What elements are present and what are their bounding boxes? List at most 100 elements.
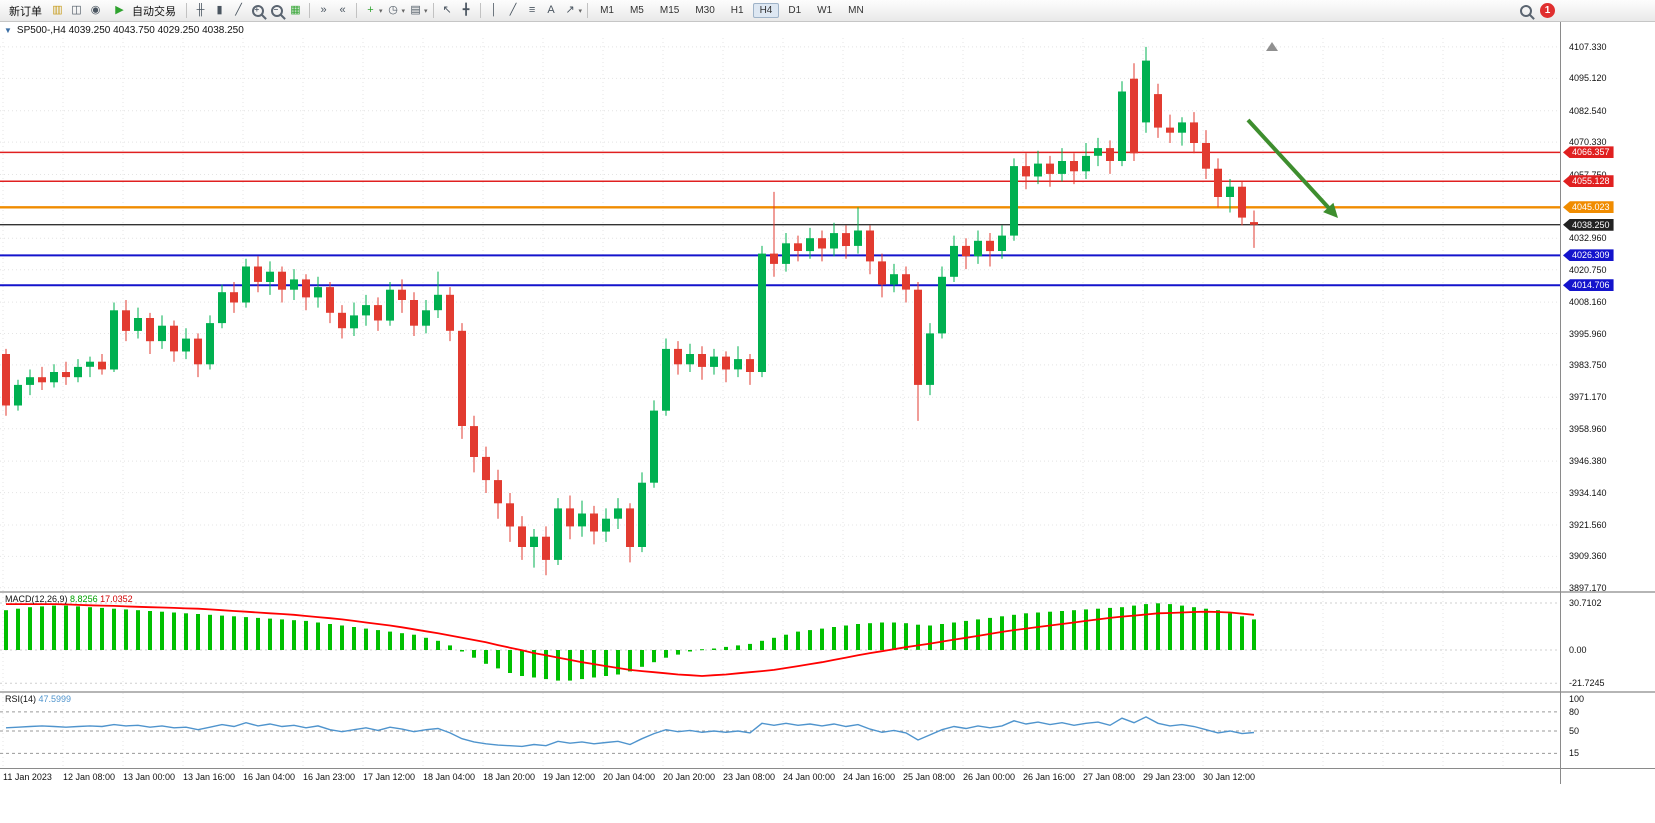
vertical-line-tool-icon[interactable]: │	[490, 4, 498, 16]
macd-panel[interactable]	[0, 593, 1560, 691]
templates-dropdown-icon[interactable]: ▾	[424, 7, 428, 15]
charts-icon[interactable]: ▥	[52, 4, 63, 16]
macd-histogram-bar	[964, 620, 968, 650]
timeframe-m15[interactable]: M15	[659, 5, 680, 16]
candle	[974, 240, 982, 257]
timeframe-m5[interactable]: M5	[629, 5, 644, 16]
profiles-icon[interactable]: ◫	[71, 4, 82, 16]
time-axis[interactable]: 11 Jan 2023 12 Jan 08:00 13 Jan 00:00 13 Ja…	[0, 769, 1560, 791]
main-price-chart[interactable]	[0, 38, 1560, 591]
candle	[926, 333, 934, 385]
candle	[1070, 161, 1078, 172]
timeframe-h4[interactable]: H4	[752, 3, 780, 18]
macd-histogram-bar	[364, 628, 368, 650]
text-tool-icon[interactable]: A	[547, 4, 555, 16]
macd-histogram-bar	[568, 650, 572, 681]
time-axis-label: 20 Jan 20:00	[663, 772, 716, 782]
macd-histogram-bar	[1240, 616, 1244, 650]
candle	[1190, 122, 1198, 143]
notification-badge[interactable]: 1	[1540, 3, 1555, 18]
panel-separator-rsi[interactable]	[0, 691, 1655, 693]
price-axis[interactable]: 4107.330 4095.120 4082.540 4070.330 4057.750…	[1561, 38, 1655, 593]
toolbar-separator	[186, 3, 187, 18]
timeframe-m30[interactable]: M30	[695, 5, 715, 16]
trend-arrow[interactable]	[1246, 118, 1333, 212]
price-level-badge: 4045.023	[1563, 201, 1614, 214]
candle	[1238, 186, 1246, 218]
periods-icon[interactable]: ◷	[388, 4, 398, 16]
timeframe-m1[interactable]: M1	[600, 5, 614, 16]
autotrade-button[interactable]: ▶ 自动交易	[106, 2, 181, 20]
periods-dropdown-icon[interactable]: ▾	[401, 7, 406, 15]
macd-histogram-bar	[496, 650, 500, 669]
macd-histogram-bar	[916, 624, 920, 650]
signals-icon[interactable]: ◉	[90, 4, 101, 16]
macd-histogram-bar	[880, 622, 884, 650]
macd-histogram-bar	[1120, 607, 1124, 650]
timeframe-d1[interactable]: D1	[788, 5, 802, 16]
candle	[410, 300, 418, 326]
macd-histogram-bar	[412, 634, 416, 650]
price-axis-label: 4020.750	[1569, 264, 1607, 275]
time-axis-label: 24 Jan 16:00	[843, 772, 896, 782]
zoom-out-icon[interactable]: −	[268, 2, 285, 20]
macd-histogram-bar	[1048, 611, 1052, 650]
macd-histogram-bar	[268, 618, 272, 650]
timeframe-h1[interactable]: H1	[730, 5, 744, 16]
candlestick-chart-icon[interactable]: ▮	[216, 4, 223, 16]
candle	[1178, 122, 1186, 133]
cursor-icon[interactable]: ↖	[442, 4, 452, 16]
macd-histogram-bar	[1084, 609, 1088, 650]
ohlc-bars-icon[interactable]: ╫	[196, 4, 205, 16]
line-chart-icon[interactable]: ╱	[235, 4, 242, 16]
zoom-in-icon[interactable]: +	[249, 2, 266, 20]
time-axis-label: 18 Jan 04:00	[423, 772, 476, 782]
candle	[866, 230, 874, 262]
candle	[986, 240, 994, 252]
candle	[542, 536, 550, 560]
candle	[242, 266, 250, 303]
candle	[290, 279, 298, 290]
auto-scroll-icon[interactable]: »	[320, 4, 327, 16]
candle	[938, 276, 946, 334]
one-click-expander-icon[interactable]: ▼	[4, 25, 12, 35]
candle	[2, 354, 10, 406]
rsi-panel[interactable]	[0, 693, 1560, 768]
panel-separator-macd[interactable]	[0, 591, 1655, 593]
macd-histogram-bar	[1012, 614, 1016, 650]
chart-shift-icon[interactable]: «	[339, 4, 346, 16]
crosshair-icon[interactable]: ╋	[462, 4, 470, 16]
time-axis-label: 26 Jan 16:00	[1023, 772, 1076, 782]
trend-arrow-head	[1323, 202, 1338, 218]
candle	[134, 318, 142, 331]
timeframe-w1[interactable]: W1	[817, 5, 833, 16]
templates-icon[interactable]: ▤	[410, 4, 421, 16]
trendline-tool-icon[interactable]: ╱	[509, 4, 517, 16]
tile-windows-icon[interactable]: ▦	[290, 4, 301, 16]
macd-histogram-bar	[148, 611, 152, 650]
candle	[614, 508, 622, 519]
shapes-dropdown-icon[interactable]: ▾	[578, 7, 583, 15]
macd-histogram-bar	[928, 625, 932, 650]
macd-histogram-bar	[340, 625, 344, 650]
timeframe-mn[interactable]: MN	[848, 5, 864, 16]
indicators-icon[interactable]: +	[367, 4, 374, 16]
candle	[770, 253, 778, 264]
search-icon[interactable]	[1517, 2, 1534, 20]
indicators-dropdown-icon[interactable]: ▾	[379, 7, 383, 15]
macd-histogram-bar	[892, 622, 896, 650]
macd-histogram-bar	[736, 645, 740, 650]
macd-histogram-bar	[436, 640, 440, 650]
shapes-arrow-tool-icon[interactable]: ↗	[565, 4, 575, 16]
new-order-button[interactable]: 新订单	[4, 2, 47, 20]
macd-histogram-bar	[1024, 613, 1028, 650]
candle	[338, 312, 346, 329]
macd-histogram-bar	[424, 637, 428, 650]
candle	[854, 230, 862, 246]
candle	[1082, 155, 1090, 172]
fibonacci-tool-icon[interactable]: ≡	[528, 4, 536, 16]
macd-histogram-bar	[328, 624, 332, 650]
time-axis-label: 17 Jan 12:00	[363, 772, 416, 782]
macd-histogram-bar	[184, 613, 188, 650]
candle	[902, 274, 910, 290]
